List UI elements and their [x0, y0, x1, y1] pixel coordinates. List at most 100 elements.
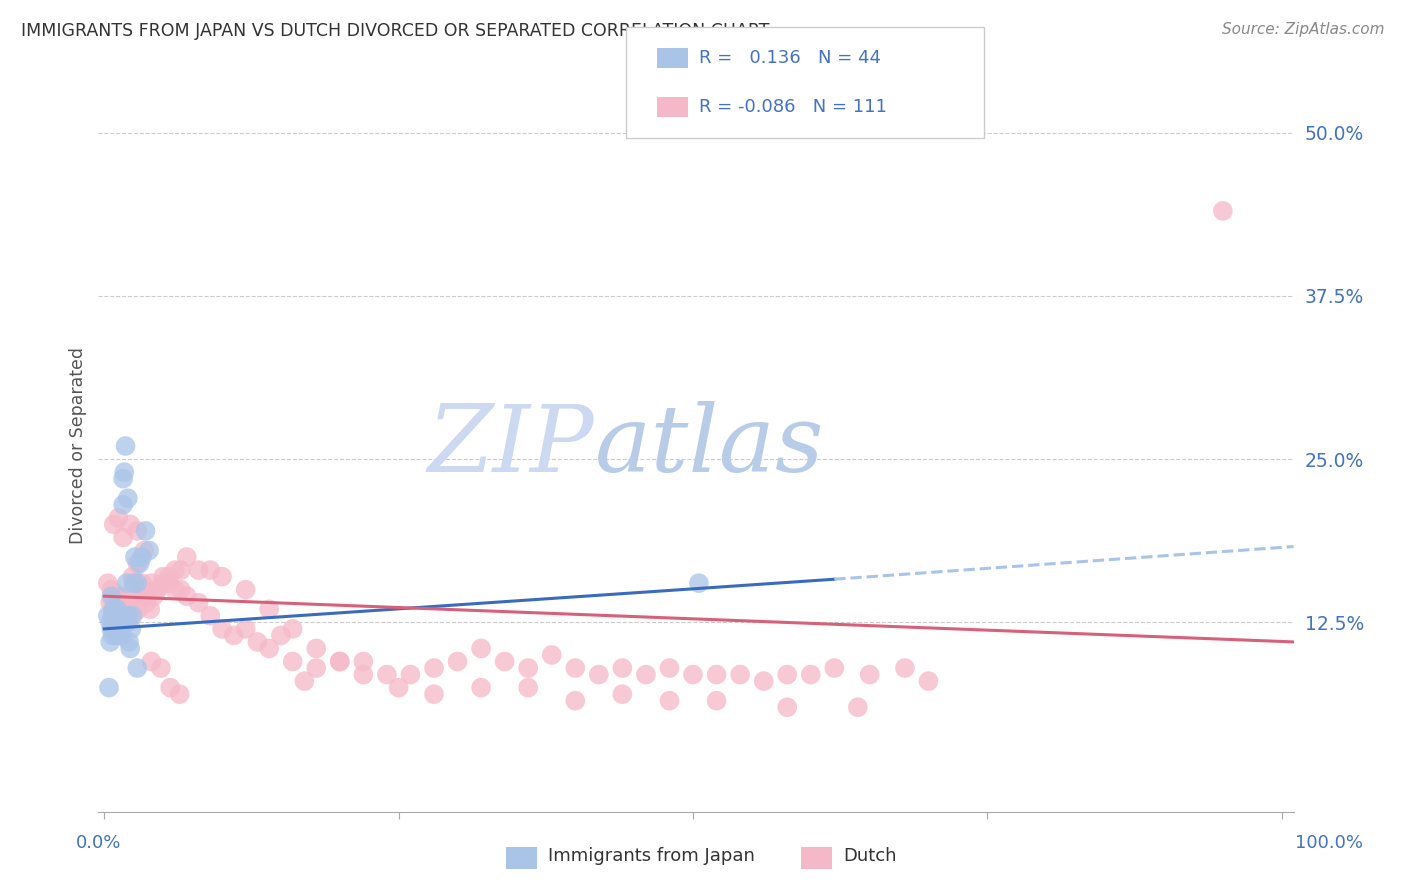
- Point: [112, 472, 135, 486]
- Point: [176, 589, 198, 603]
- Point: [101, 608, 124, 623]
- Point: [270, 628, 292, 642]
- Point: [187, 596, 209, 610]
- Point: [235, 622, 257, 636]
- Point: [104, 608, 127, 623]
- Point: [235, 582, 257, 597]
- Point: [107, 511, 129, 525]
- Point: [823, 661, 845, 675]
- Point: [98, 681, 121, 695]
- Y-axis label: Divorced or Separated: Divorced or Separated: [69, 348, 87, 544]
- Point: [375, 667, 398, 681]
- Point: [800, 667, 823, 681]
- Text: ZIP: ZIP: [427, 401, 595, 491]
- Point: [127, 576, 149, 591]
- Point: [125, 589, 148, 603]
- Point: [127, 557, 149, 571]
- Point: [157, 569, 180, 583]
- Point: [612, 687, 634, 701]
- Point: [105, 615, 128, 630]
- Point: [132, 582, 155, 597]
- Point: [120, 608, 142, 623]
- Point: [107, 608, 129, 623]
- Text: Immigrants from Japan: Immigrants from Japan: [548, 847, 755, 865]
- Point: [352, 667, 374, 681]
- Point: [112, 608, 135, 623]
- Point: [141, 576, 163, 591]
- Point: [98, 596, 121, 610]
- Point: [294, 674, 316, 689]
- Point: [105, 596, 128, 610]
- Point: [100, 589, 122, 603]
- Point: [107, 622, 129, 636]
- Point: [128, 557, 150, 571]
- Point: [141, 655, 163, 669]
- Point: [121, 608, 143, 623]
- Point: [118, 635, 141, 649]
- Point: [859, 667, 882, 681]
- Point: [894, 661, 917, 675]
- Point: [97, 576, 120, 591]
- Point: [120, 602, 142, 616]
- Point: [127, 524, 149, 538]
- Point: [120, 641, 142, 656]
- Point: [103, 517, 125, 532]
- Point: [114, 608, 136, 623]
- Point: [108, 596, 131, 610]
- Point: [134, 524, 156, 538]
- Point: [122, 576, 145, 591]
- Point: [110, 608, 132, 623]
- Point: [118, 608, 141, 623]
- Point: [110, 622, 132, 636]
- Point: [658, 694, 681, 708]
- Point: [108, 628, 131, 642]
- Point: [329, 655, 352, 669]
- Point: [917, 674, 939, 689]
- Point: [138, 543, 160, 558]
- Point: [139, 602, 162, 616]
- Point: [146, 582, 169, 597]
- Point: [517, 661, 540, 675]
- Point: [105, 628, 128, 642]
- Point: [706, 694, 728, 708]
- Point: [105, 602, 128, 616]
- Point: [135, 596, 157, 610]
- Point: [170, 563, 193, 577]
- Point: [104, 622, 127, 636]
- Point: [470, 681, 492, 695]
- Point: [135, 589, 157, 603]
- Text: atlas: atlas: [595, 401, 824, 491]
- Point: [658, 661, 681, 675]
- Point: [121, 569, 143, 583]
- Point: [112, 465, 135, 479]
- Point: [101, 602, 124, 616]
- Point: [588, 667, 610, 681]
- Point: [399, 667, 422, 681]
- Point: [163, 563, 186, 577]
- Point: [187, 563, 209, 577]
- Point: [107, 608, 129, 623]
- Point: [494, 655, 516, 669]
- Point: [169, 687, 191, 701]
- Point: [105, 589, 128, 603]
- Point: [329, 655, 352, 669]
- Point: [776, 667, 799, 681]
- Point: [127, 602, 149, 616]
- Point: [222, 628, 245, 642]
- Point: [540, 648, 562, 662]
- Text: R = -0.086   N = 111: R = -0.086 N = 111: [699, 98, 887, 116]
- Point: [114, 439, 136, 453]
- Point: [706, 667, 728, 681]
- Point: [100, 582, 122, 597]
- Point: [103, 602, 125, 616]
- Point: [305, 661, 328, 675]
- Point: [170, 582, 193, 597]
- Point: [163, 582, 186, 597]
- Point: [564, 694, 586, 708]
- Point: [129, 589, 152, 603]
- Point: [682, 667, 704, 681]
- Point: [517, 681, 540, 695]
- Point: [281, 622, 304, 636]
- Point: [388, 681, 411, 695]
- Point: [200, 608, 222, 623]
